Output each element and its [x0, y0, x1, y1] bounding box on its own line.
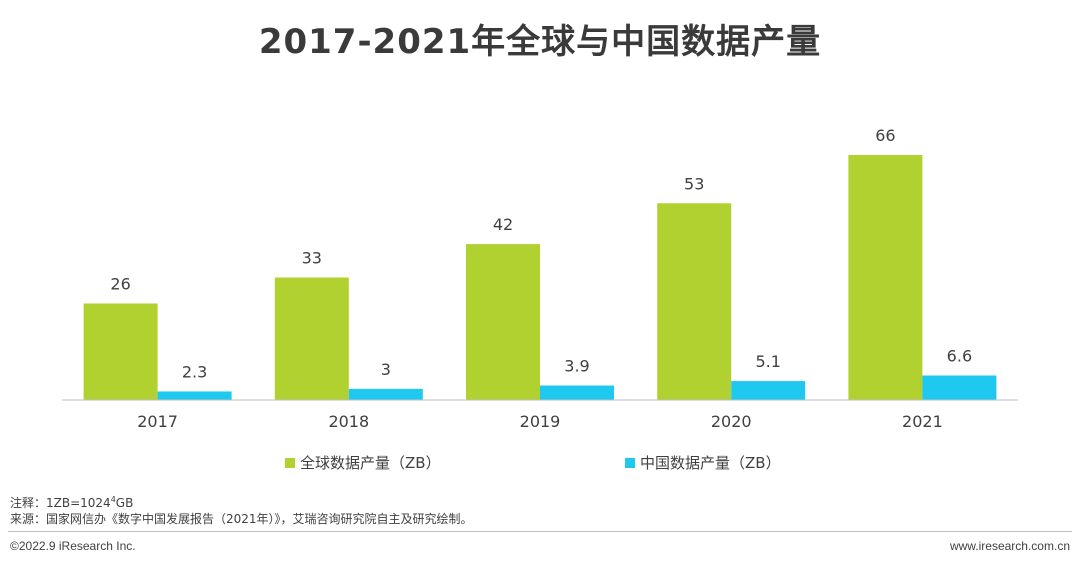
data-label-global-2021: 66 — [875, 126, 895, 145]
x-tick-label-2018: 2018 — [328, 412, 369, 431]
bar-global-2020 — [657, 203, 732, 400]
chart-title: 2017-2021年全球与中国数据产量 — [258, 22, 822, 62]
data-label-china-2019: 3.9 — [564, 357, 589, 376]
bar-chart: 262.320173332018423.92019535.12020666.62… — [62, 126, 1018, 431]
legend-label-china: 中国数据产量（ZB） — [640, 454, 781, 472]
bar-china-2020 — [731, 381, 806, 400]
bar-global-2017 — [83, 303, 158, 400]
bar-china-2021 — [922, 375, 997, 400]
footer-copyright: ©2022.9 iResearch Inc. — [10, 539, 136, 553]
source-line: 来源：国家网信办《数字中国发展报告（2021年）》，艾瑞咨询研究院自主及研究绘制… — [10, 512, 473, 526]
x-tick-label-2017: 2017 — [137, 412, 178, 431]
bar-global-2019 — [466, 244, 540, 400]
bar-china-2019 — [540, 385, 614, 400]
legend-label-global: 全球数据产量（ZB） — [300, 454, 441, 472]
bar-global-2021 — [848, 155, 923, 400]
x-tick-label-2020: 2020 — [711, 412, 752, 431]
data-label-china-2021: 6.6 — [947, 347, 972, 366]
legend-swatch-china — [625, 457, 635, 468]
footer-website: www.iresearch.com.cn — [949, 539, 1070, 553]
data-label-china-2017: 2.3 — [182, 362, 207, 381]
data-label-global-2020: 53 — [684, 174, 704, 193]
chart-notes: 注释：1ZB=10244GB 来源：国家网信办《数字中国发展报告（2021年）》… — [10, 492, 473, 527]
note-superscript: 4 — [110, 495, 116, 504]
data-label-global-2019: 42 — [493, 215, 513, 234]
legend-swatch-global — [285, 457, 295, 468]
note-line: 注释：1ZB=10244GB — [10, 492, 473, 511]
chart-legend: 全球数据产量（ZB） 中国数据产量（ZB） — [0, 452, 1080, 476]
bar-china-2018 — [348, 388, 423, 400]
data-label-china-2020: 5.1 — [755, 352, 780, 371]
data-label-global-2017: 26 — [110, 274, 130, 293]
data-label-global-2018: 33 — [302, 249, 322, 268]
legend-item-global: 全球数据产量（ZB） — [285, 452, 441, 473]
note-prefix: 注释：1ZB=1024 — [10, 496, 111, 510]
data-label-china-2018: 3 — [381, 360, 391, 379]
footer-divider — [8, 531, 1072, 532]
x-tick-label-2019: 2019 — [520, 412, 561, 431]
bar-global-2018 — [274, 277, 349, 400]
note-suffix: GB — [115, 496, 134, 510]
x-tick-label-2021: 2021 — [902, 412, 943, 431]
legend-item-china: 中国数据产量（ZB） — [625, 452, 781, 473]
bar-china-2017 — [157, 391, 232, 400]
